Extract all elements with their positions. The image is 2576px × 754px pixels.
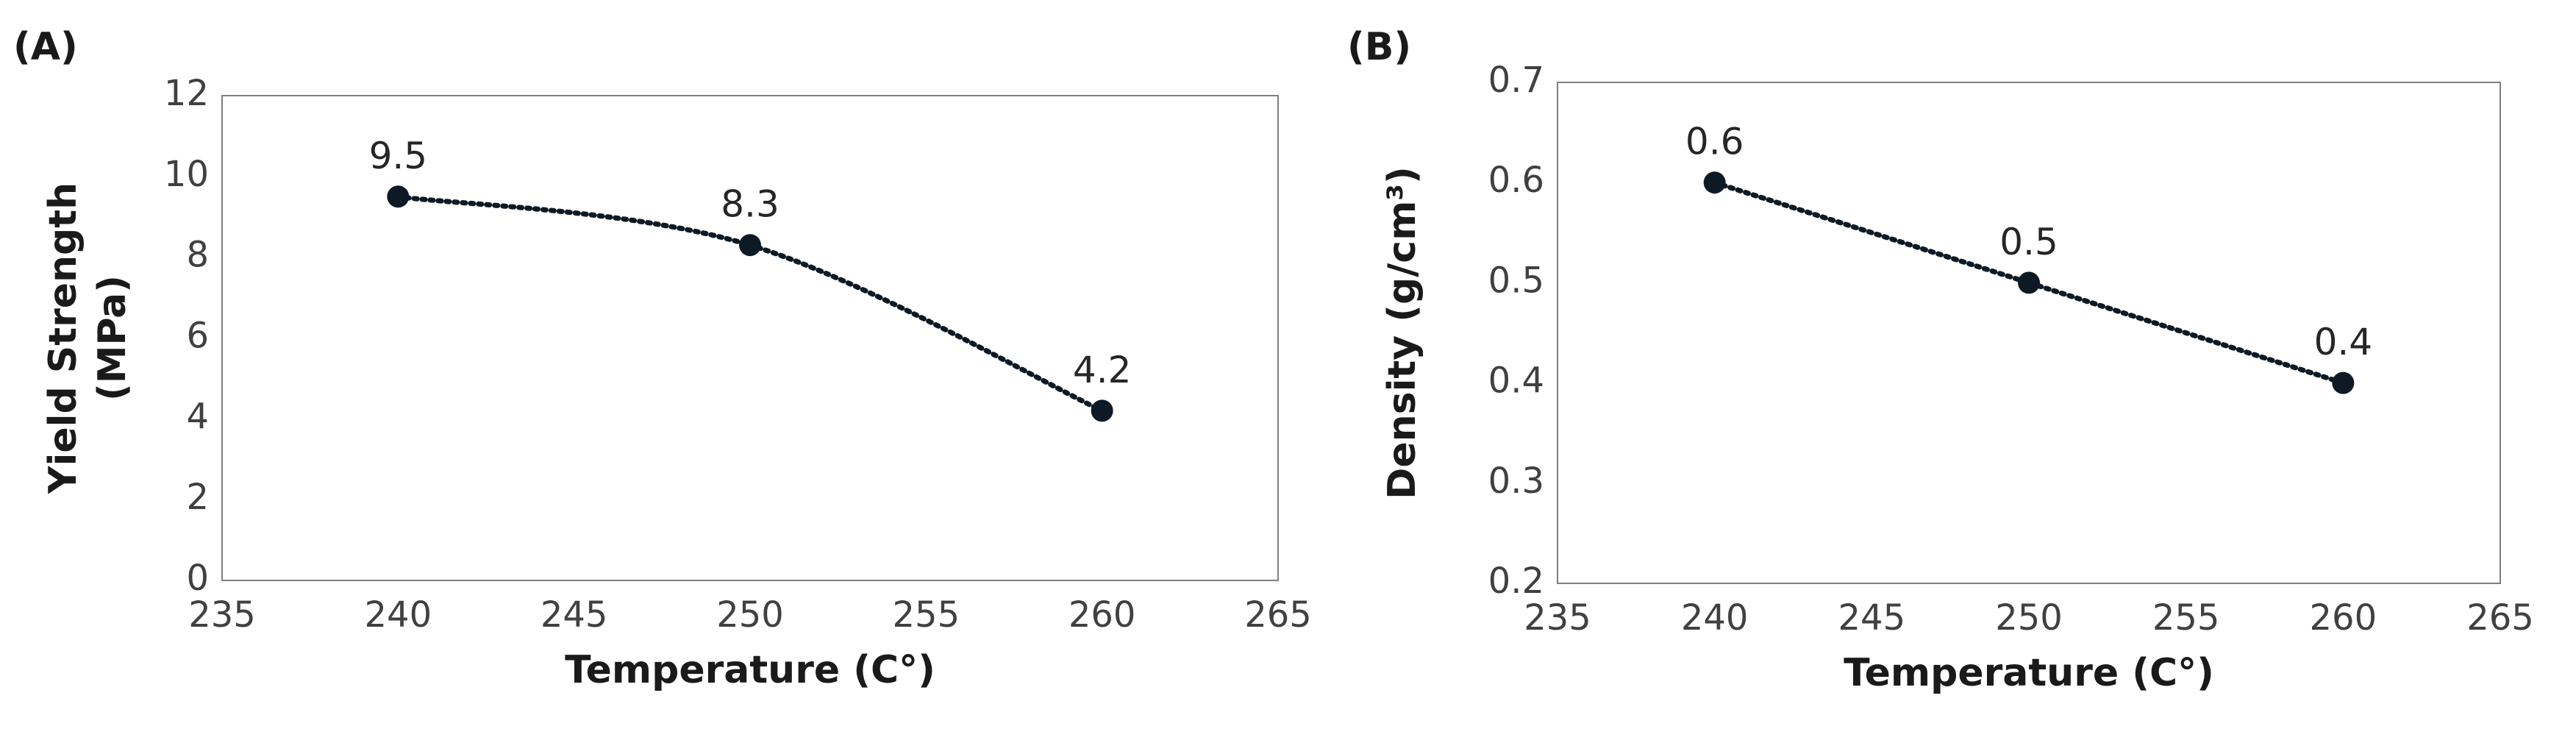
x-tick-label: 265 — [2466, 597, 2534, 639]
data-point — [739, 234, 761, 257]
plot-frame — [1557, 82, 2501, 584]
plot-frame — [221, 95, 1279, 581]
y-tick-label: 12 — [164, 73, 209, 114]
x-tick-label: 260 — [2310, 597, 2377, 639]
y-tick-label: 0.3 — [1488, 460, 1544, 502]
y-tick-label: 0.6 — [1488, 160, 1544, 201]
data-label: 8.3 — [721, 183, 779, 226]
x-tick-label: 255 — [893, 594, 960, 636]
y-tick-label: 0 — [186, 558, 209, 599]
x-tick-label: 250 — [1995, 597, 2063, 639]
x-tick-label: 250 — [716, 594, 784, 636]
y-tick-label: 4 — [186, 396, 209, 437]
data-label: 0.4 — [2314, 321, 2373, 363]
x-tick-label: 235 — [188, 594, 256, 636]
y-axis-title: Yield Strength — [41, 182, 85, 494]
data-label: 0.5 — [1999, 221, 2058, 263]
y-tick-label: 6 — [186, 316, 209, 357]
y-tick-label: 2 — [186, 477, 209, 518]
data-point — [387, 185, 410, 208]
data-label: 9.5 — [369, 135, 428, 177]
y-axis-title: Density (g/cm³) — [1380, 166, 1424, 499]
panel-label: (A) — [13, 25, 78, 69]
x-tick-label: 245 — [540, 594, 608, 636]
y-tick-label: 0.2 — [1488, 561, 1544, 602]
trend-line — [395, 193, 1105, 413]
y-tick-label: 0.5 — [1488, 260, 1544, 301]
x-tick-label: 245 — [1838, 597, 1906, 639]
x-tick-label: 260 — [1068, 594, 1136, 636]
data-point — [2018, 271, 2040, 294]
x-tick-label: 265 — [1244, 594, 1312, 636]
data-point — [2332, 371, 2355, 394]
y-tick-label: 0.4 — [1488, 360, 1544, 402]
x-tick-label: 235 — [1524, 597, 1591, 639]
data-label: 0.6 — [1685, 121, 1744, 163]
data-point — [1091, 399, 1113, 422]
data-point — [1703, 171, 1726, 194]
y-tick-label: 0.7 — [1488, 60, 1544, 101]
y-tick-label: 10 — [164, 154, 209, 195]
x-axis-title: Temperature (C°) — [1844, 651, 2214, 695]
y-axis-title: (MPa) — [90, 275, 135, 401]
x-tick-label: 255 — [2152, 597, 2220, 639]
y-tick-label: 8 — [186, 235, 209, 276]
panel-label: (B) — [1347, 25, 1411, 69]
x-axis-title: Temperature (C°) — [565, 648, 935, 692]
x-tick-label: 240 — [365, 594, 432, 636]
data-label: 4.2 — [1073, 349, 1132, 391]
x-tick-label: 240 — [1681, 597, 1749, 639]
